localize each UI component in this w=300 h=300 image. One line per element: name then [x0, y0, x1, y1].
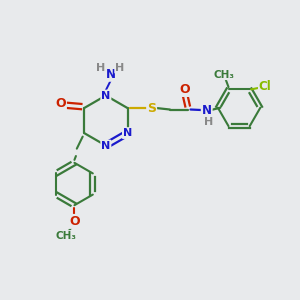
Text: N: N	[101, 91, 110, 100]
Text: N: N	[202, 103, 212, 117]
Text: N: N	[106, 68, 116, 81]
Text: N: N	[101, 141, 110, 151]
Text: CH₃: CH₃	[214, 70, 235, 80]
Text: O: O	[69, 215, 80, 228]
Text: N: N	[123, 128, 132, 138]
Text: H: H	[96, 63, 106, 73]
Text: O: O	[55, 97, 66, 110]
Text: S: S	[147, 101, 156, 115]
Text: H: H	[115, 63, 124, 73]
Text: CH₃: CH₃	[55, 230, 76, 241]
Text: H: H	[204, 118, 213, 128]
Text: O: O	[179, 83, 190, 96]
Text: Cl: Cl	[259, 80, 272, 93]
